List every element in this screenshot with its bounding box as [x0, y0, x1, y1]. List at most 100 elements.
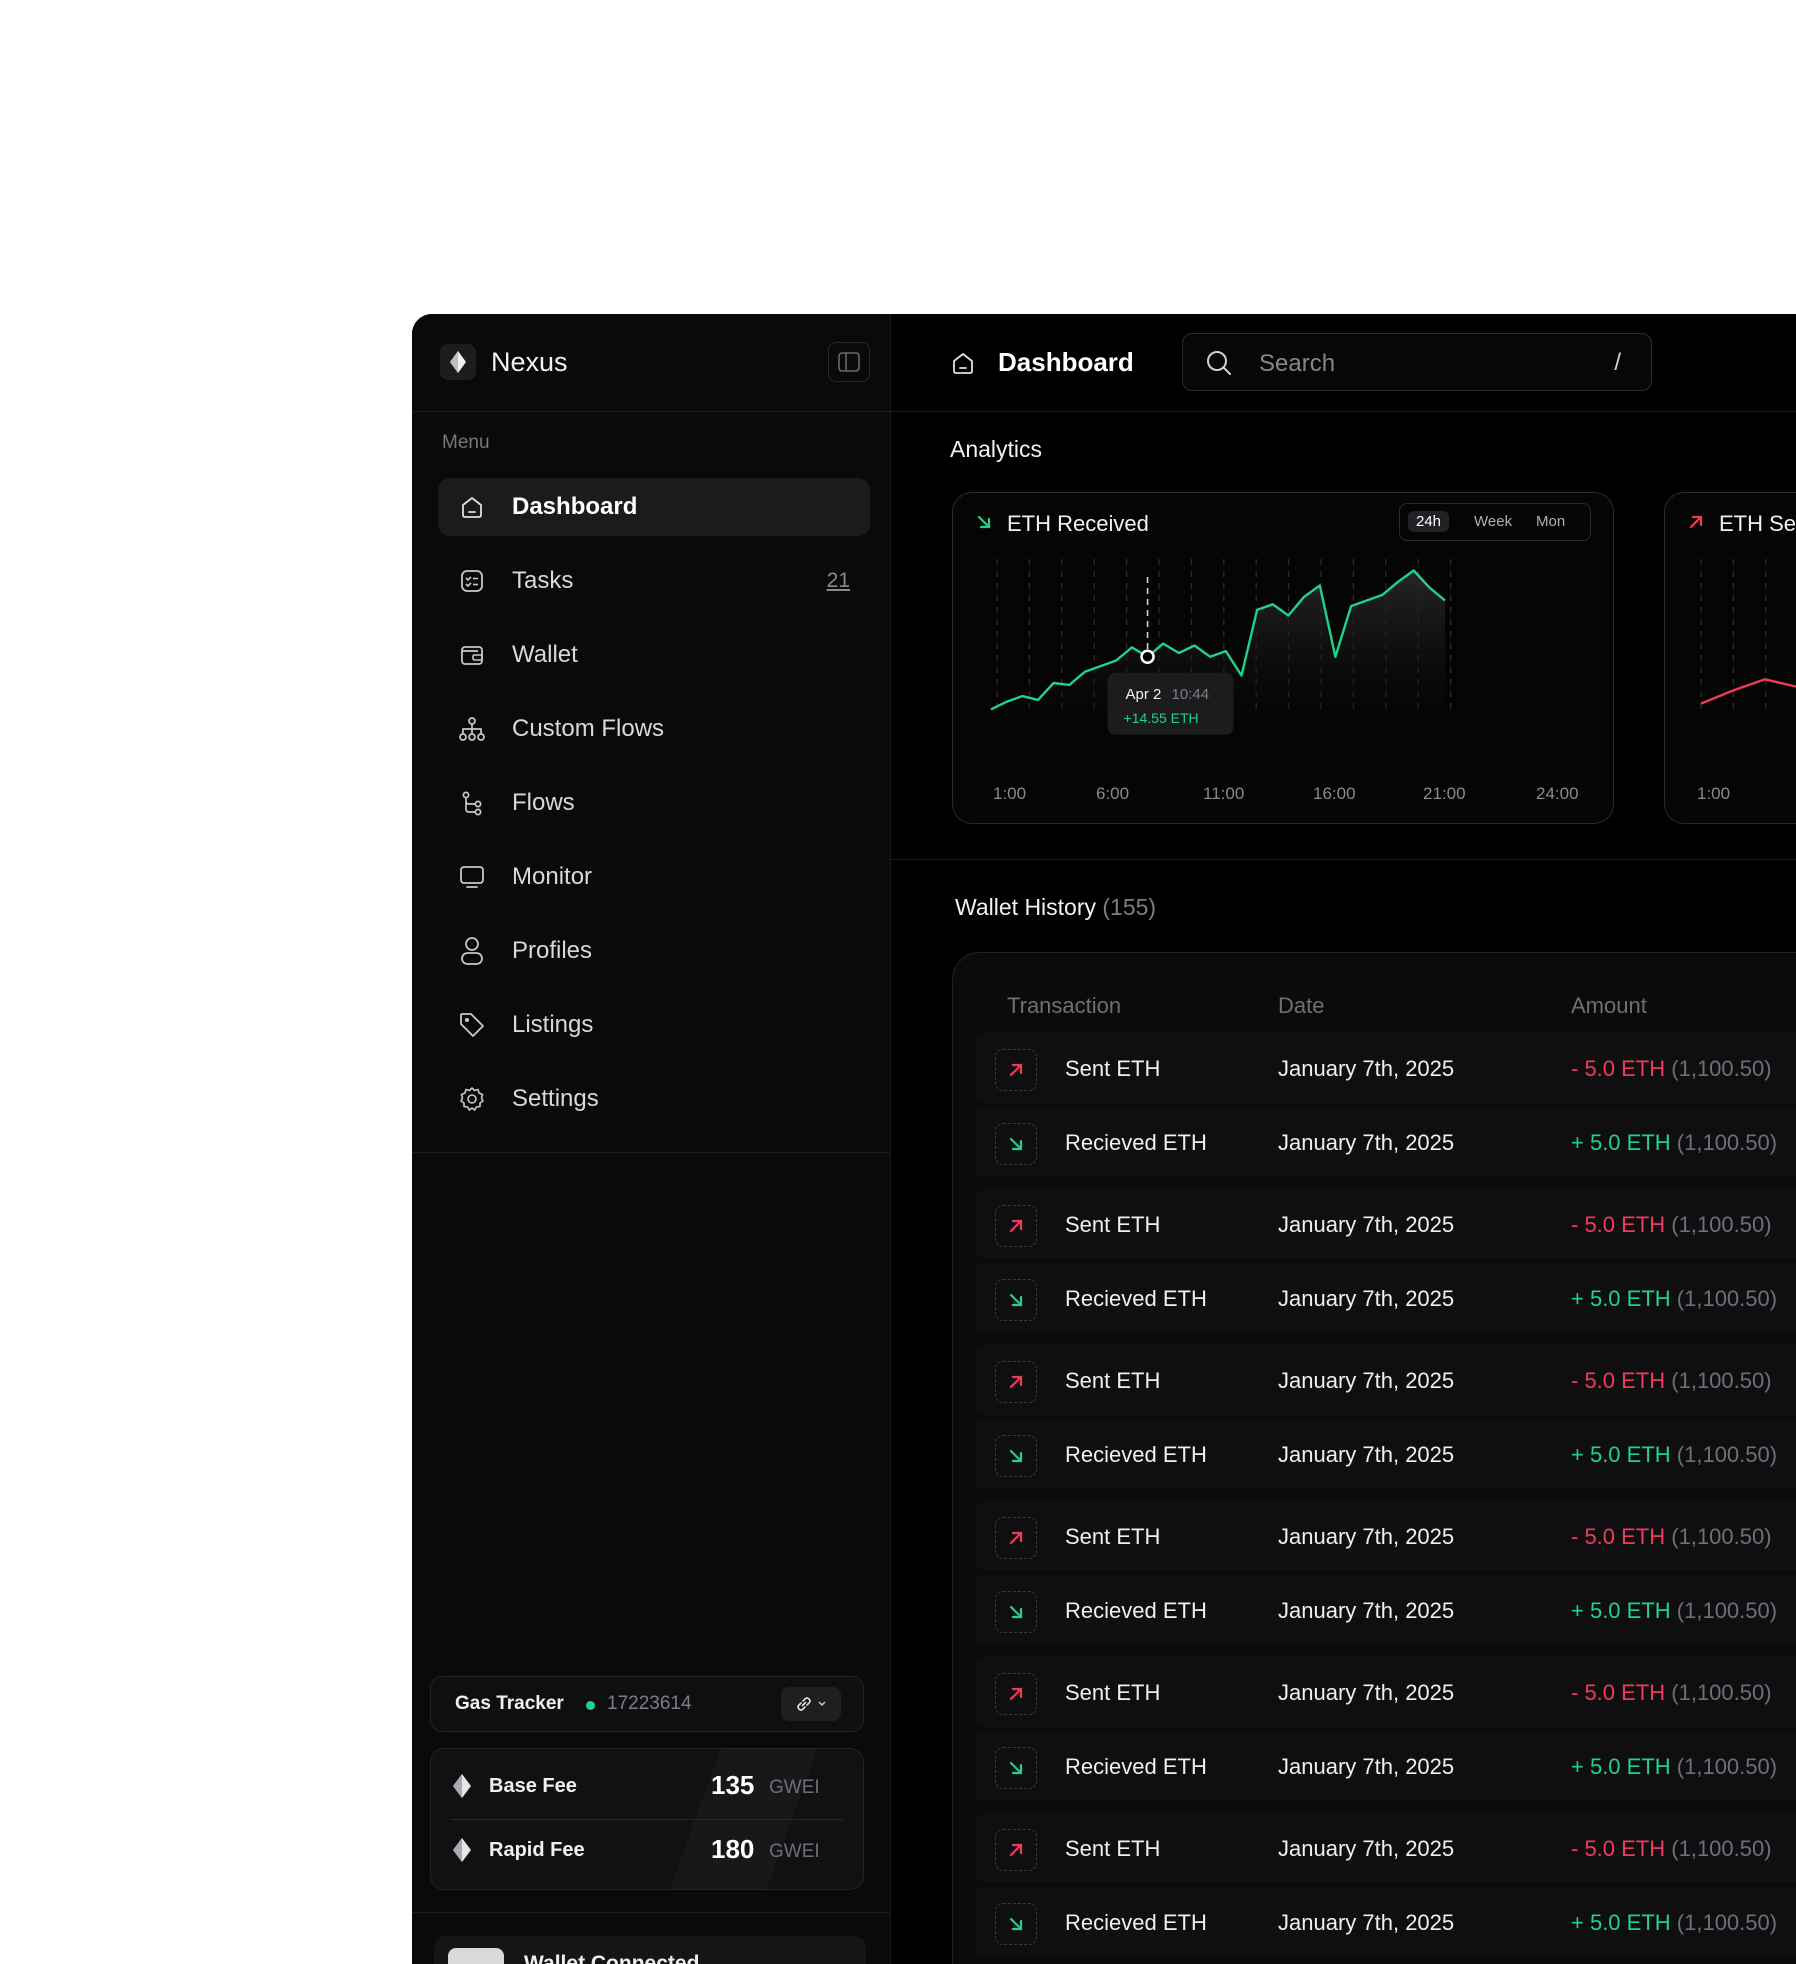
transaction-amount: + 5.0 ETH	[1571, 1442, 1671, 1467]
eth-icon	[451, 1773, 473, 1804]
arrow-up-right-icon	[995, 1673, 1037, 1715]
x-tick-label: 1:00	[1697, 784, 1730, 803]
transaction-fiat: (1,100.50)	[1676, 1910, 1778, 1935]
sidebar-item-wallet[interactable]: Wallet	[438, 626, 870, 684]
search-shortcut-key: /	[1614, 349, 1621, 376]
eth-sent-chart: 1:00	[1697, 559, 1796, 803]
wallet-history-title: Wallet History	[955, 894, 1096, 920]
arrow-down-right-icon	[995, 1123, 1037, 1165]
sidebar-item-listings[interactable]: Listings	[438, 996, 870, 1054]
user-icon	[458, 937, 486, 965]
transaction-amount-cell: - 5.0 ETH (1,100.50)	[1571, 1056, 1772, 1082]
transaction-fiat: (1,100.50)	[1671, 1836, 1772, 1861]
arrow-up-right-icon	[995, 1205, 1037, 1247]
table-row[interactable]: Sent ETH January 7th, 2025 - 5.0 ETH (1,10…	[975, 1501, 1796, 1571]
transaction-amount-cell: + 5.0 ETH (1,100.50)	[1571, 1754, 1777, 1780]
sidebar-item-label: Tasks	[512, 567, 574, 594]
table-row[interactable]: Recieved ETH January 7th, 2025 + 5.0 ETH (…	[975, 1107, 1796, 1177]
transaction-fiat: (1,100.50)	[1671, 1368, 1772, 1393]
page-title: Dashboard	[998, 347, 1134, 377]
base-fee-label: Base Fee	[489, 1775, 577, 1797]
range-24h-button[interactable]: 24h	[1408, 511, 1450, 532]
sidebar-item-label: Profiles	[512, 937, 593, 964]
highlight-point[interactable]	[1140, 649, 1155, 664]
transaction-amount: - 5.0 ETH	[1571, 1680, 1666, 1705]
table-row[interactable]: Sent ETH January 7th, 2025 - 5.0 ETH (1,10…	[975, 1657, 1796, 1727]
transaction-amount-cell: - 5.0 ETH (1,100.50)	[1571, 1212, 1772, 1238]
branch-icon	[458, 789, 486, 817]
search-placeholder: Search	[1259, 350, 1336, 377]
app-name: Nexus	[491, 347, 568, 377]
arrow-down-right-icon	[995, 1435, 1037, 1477]
search-input[interactable]: Search /	[1182, 333, 1652, 391]
eth-received-card: ETH Received 24h Week Mon Apr 2 10:44 +14.…	[952, 492, 1614, 824]
sidebar-item-monitor[interactable]: Monitor	[438, 848, 870, 906]
transaction-amount: - 5.0 ETH	[1571, 1212, 1666, 1237]
arrow-up-right-icon	[1687, 513, 1705, 536]
sidebar-item-dashboard[interactable]: Dashboard	[438, 478, 870, 536]
table-row[interactable]: Recieved ETH January 7th, 2025 + 5.0 ETH (…	[975, 1887, 1796, 1957]
wallet-connected-card[interactable]: Wallet Connected	[434, 1936, 866, 1964]
home-icon	[458, 493, 486, 521]
sidebar-item-label: Wallet	[512, 641, 578, 668]
sidebar-item-settings[interactable]: Settings	[438, 1070, 870, 1128]
sidebar-item-tasks[interactable]: Tasks 21	[438, 552, 870, 610]
series-line	[1700, 678, 1796, 705]
tooltip-date: Apr 2	[1126, 686, 1162, 703]
table-row[interactable]: Sent ETH January 7th, 2025 - 5.0 ETH (1,10…	[975, 1345, 1796, 1415]
transaction-amount: + 5.0 ETH	[1571, 1754, 1671, 1779]
table-row[interactable]: Sent ETH January 7th, 2025 - 5.0 ETH (1,10…	[975, 1189, 1796, 1259]
transaction-date: January 7th, 2025	[1278, 1212, 1455, 1237]
table-row[interactable]: Recieved ETH January 7th, 2025 + 5.0 ETH (…	[975, 1263, 1796, 1333]
card-title: ETH Sent	[1719, 511, 1796, 536]
arrow-down-right-icon	[995, 1591, 1037, 1633]
transaction-amount-cell: + 5.0 ETH (1,100.50)	[1571, 1910, 1777, 1936]
x-tick-label: 16:00	[1313, 784, 1356, 803]
x-tick-label: 6:00	[1096, 784, 1129, 803]
eth-icon	[451, 1837, 473, 1868]
sidebar-item-label: Custom Flows	[512, 715, 665, 742]
transaction-amount-cell: - 5.0 ETH (1,100.50)	[1571, 1680, 1772, 1706]
arrow-down-right-icon	[995, 1903, 1037, 1945]
transaction-name: Sent ETH	[1065, 1056, 1161, 1081]
analytics-heading: Analytics	[950, 436, 1043, 462]
table-row[interactable]: Sent ETH January 7th, 2025 - 5.0 ETH (1,10…	[975, 1033, 1796, 1103]
x-tick-label: 11:00	[1203, 784, 1244, 803]
range-month-button[interactable]: Mon	[1536, 513, 1566, 530]
transaction-date: January 7th, 2025	[1278, 1598, 1455, 1623]
range-week-button[interactable]: Week	[1474, 513, 1513, 530]
app-window: Nexus Menu Dashboard Tasks 21 Wallet	[412, 314, 1796, 1964]
table-row[interactable]: Recieved ETH January 7th, 2025 + 5.0 ETH (…	[975, 1575, 1796, 1645]
transaction-amount-cell: - 5.0 ETH (1,100.50)	[1571, 1368, 1772, 1394]
table-row[interactable]: Recieved ETH January 7th, 2025 + 5.0 ETH (…	[975, 1419, 1796, 1489]
sidebar-divider	[412, 1912, 890, 1913]
transaction-amount: - 5.0 ETH	[1571, 1836, 1666, 1861]
sidebar-item-label: Settings	[512, 1085, 599, 1112]
transaction-name: Sent ETH	[1065, 1680, 1161, 1705]
transaction-date: January 7th, 2025	[1278, 1754, 1455, 1779]
sidebar-item-profiles[interactable]: Profiles	[438, 922, 870, 980]
collapse-sidebar-button[interactable]	[828, 342, 870, 382]
transaction-amount: + 5.0 ETH	[1571, 1130, 1671, 1155]
wallet-history-count: (155)	[1102, 894, 1157, 920]
eth-sent-card: ETH Sent 1:00	[1664, 492, 1796, 824]
tag-icon	[458, 1011, 486, 1039]
table-row[interactable]: Recieved ETH January 7th, 2025 + 5.0 ETH (…	[975, 1731, 1796, 1801]
transaction-name: Recieved ETH	[1065, 1754, 1207, 1779]
sidebar-item-label: Flows	[512, 789, 575, 816]
table-row[interactable]: Sent ETH January 7th, 2025 - 5.0 ETH (1,10…	[975, 1813, 1796, 1883]
sidebar-item-custom-flows[interactable]: Custom Flows	[438, 700, 870, 758]
gear-icon	[458, 1085, 486, 1113]
sidebar-item-flows[interactable]: Flows	[438, 774, 870, 832]
transaction-name: Recieved ETH	[1065, 1130, 1207, 1155]
sidebar-nav: Dashboard Tasks 21 Wallet Custom Flows F…	[438, 478, 870, 1144]
gas-fees-panel: Base Fee 135 GWEI Rapid Fee 180 GWEI	[430, 1748, 864, 1890]
transaction-date: January 7th, 2025	[1278, 1286, 1455, 1311]
transaction-amount-cell: + 5.0 ETH (1,100.50)	[1571, 1598, 1777, 1624]
sidebar-toggle-icon	[838, 352, 860, 372]
monitor-icon	[458, 863, 486, 891]
column-header-date: Date	[1278, 993, 1325, 1018]
wallet-avatar	[448, 1948, 504, 1964]
eth-received-chart: Apr 2 10:44 +14.55 ETH 1:00 6:00 11:00 16:00 21…	[990, 559, 1579, 803]
gas-link-dropdown[interactable]	[781, 1687, 841, 1721]
